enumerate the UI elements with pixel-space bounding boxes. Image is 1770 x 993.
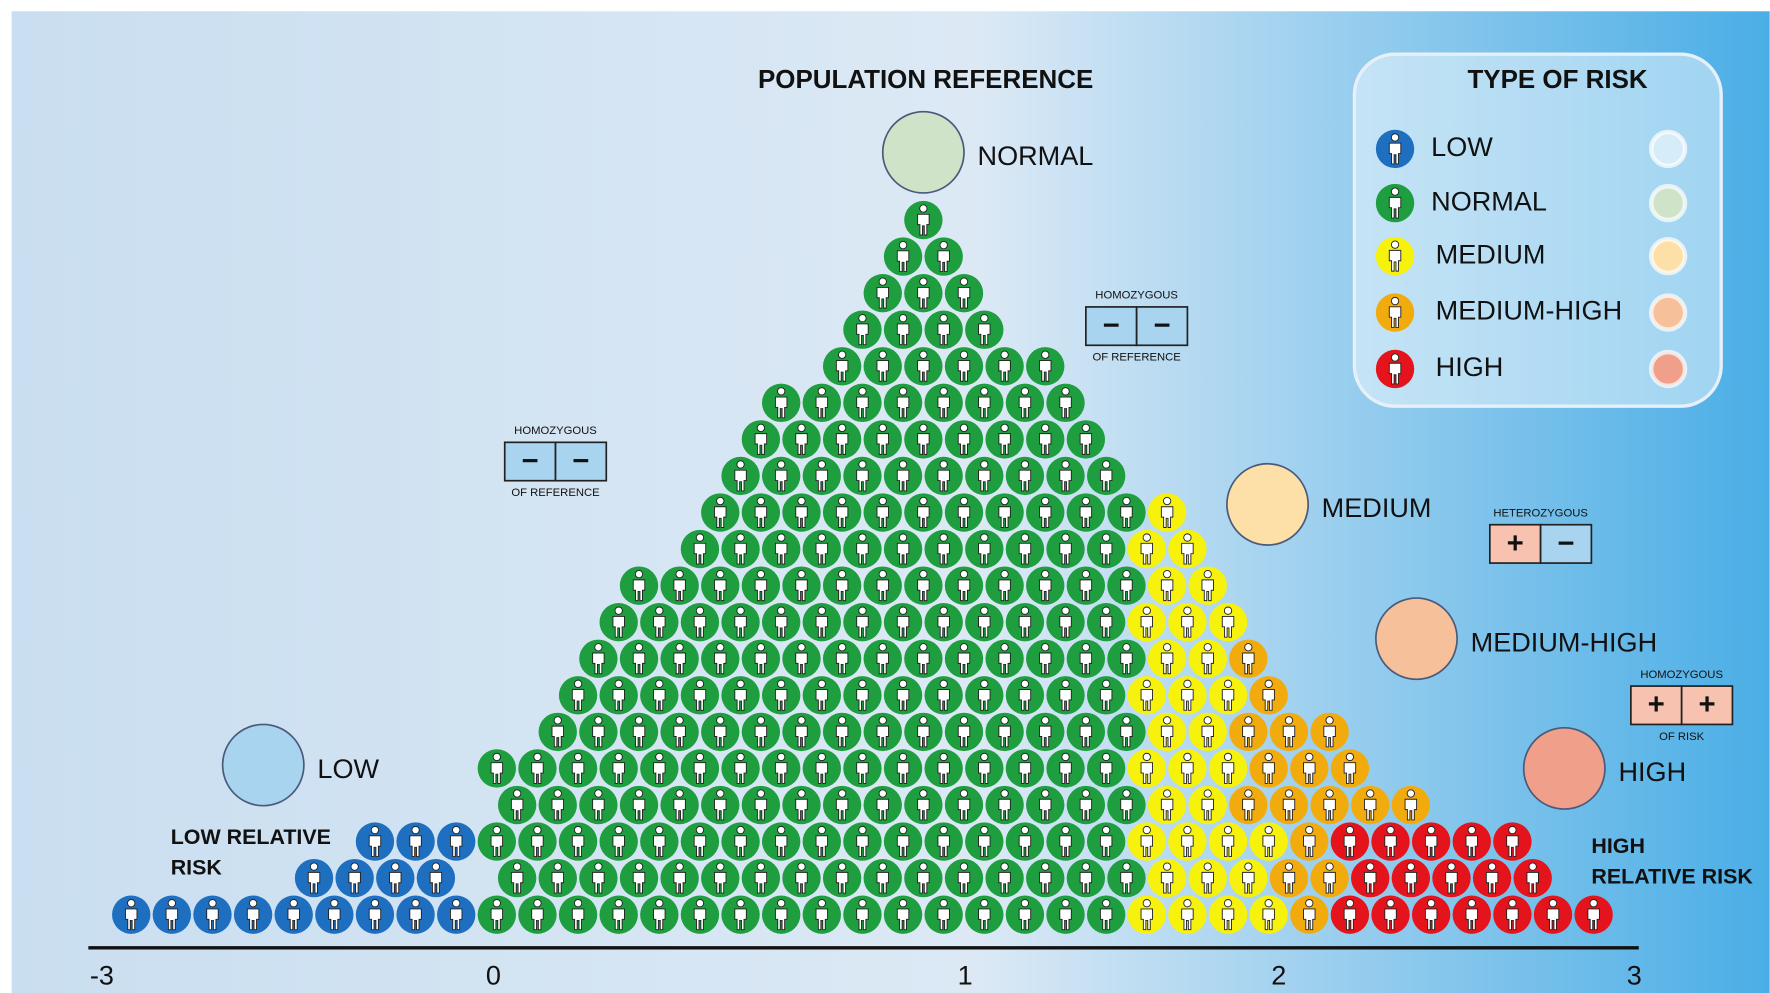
legend-glow — [1648, 349, 1688, 389]
title: POPULATION REFERENCE — [758, 66, 1093, 94]
allele-symbol: − — [572, 444, 589, 477]
group-circle — [1226, 462, 1309, 546]
axis-label: 0 — [486, 959, 501, 990]
legend-box — [1352, 52, 1723, 408]
group-label: MEDIUM-HIGH — [1471, 626, 1658, 657]
group-label: LOW — [317, 753, 379, 784]
legend-title: TYPE OF RISK — [1467, 66, 1647, 94]
group-circle — [1375, 597, 1458, 681]
allele-symbol: − — [1153, 309, 1170, 342]
allele-box — [1539, 523, 1593, 564]
allele-symbol: − — [522, 444, 539, 477]
allele-symbol: + — [1698, 688, 1715, 721]
legend-label: MEDIUM — [1436, 238, 1546, 269]
genotype-bottom: OF RISK — [1659, 731, 1705, 743]
allele-box — [554, 441, 608, 482]
group-label: NORMAL — [978, 140, 1094, 171]
legend-label: LOW — [1431, 131, 1493, 162]
allele-box — [1135, 306, 1189, 347]
allele-box — [1488, 523, 1542, 564]
legend-glow — [1648, 183, 1688, 223]
group-circle — [881, 110, 965, 194]
allele-box — [1085, 306, 1138, 347]
allele-symbol: + — [1507, 527, 1524, 560]
group-circle — [1522, 726, 1606, 810]
legend: TYPE OF RISK — [1352, 52, 1723, 408]
side-label: RISK — [171, 856, 223, 880]
legend-label: NORMAL — [1431, 185, 1547, 216]
allele-symbol: − — [1103, 309, 1120, 342]
allele-symbol: − — [1557, 527, 1574, 560]
legend-glow — [1648, 293, 1688, 332]
side-label: RELATIVE RISK — [1591, 865, 1753, 889]
genotype-top: HOMOZYGOUS — [1640, 669, 1723, 681]
axis-label: 2 — [1271, 959, 1286, 990]
legend-glow — [1648, 129, 1688, 169]
group-circle — [221, 723, 305, 807]
axis-label: -3 — [90, 959, 114, 990]
genotype-top: HOMOZYGOUS — [514, 425, 597, 437]
legend-label: MEDIUM-HIGH — [1436, 295, 1623, 326]
axis-label: 1 — [958, 959, 973, 990]
group-label: MEDIUM — [1322, 492, 1432, 523]
allele-box — [1680, 685, 1734, 726]
genotype-top: HETEROZYGOUS — [1493, 507, 1588, 519]
group-label: HIGH — [1618, 756, 1686, 787]
legend-label: HIGH — [1436, 351, 1504, 382]
population-dots — [112, 200, 1613, 934]
allele-symbol: + — [1648, 688, 1665, 721]
legend-glow — [1648, 236, 1688, 276]
side-label: HIGH — [1591, 834, 1645, 858]
axis-label: 3 — [1627, 959, 1642, 990]
genotype-bottom: OF REFERENCE — [511, 487, 600, 499]
side-label: LOW RELATIVE — [171, 825, 331, 849]
genotype-top: HOMOZYGOUS — [1095, 290, 1178, 302]
genotype-bottom: OF REFERENCE — [1093, 352, 1182, 364]
